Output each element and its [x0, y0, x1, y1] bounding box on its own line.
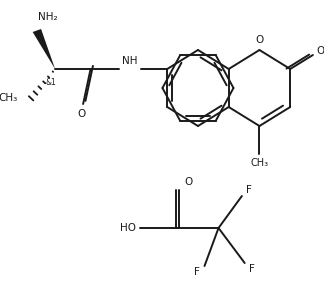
Text: O: O	[255, 35, 264, 45]
Text: O: O	[184, 177, 193, 187]
Text: O: O	[77, 109, 85, 119]
Text: F: F	[249, 264, 255, 274]
Text: NH: NH	[122, 56, 138, 66]
Text: CH₃: CH₃	[0, 93, 18, 103]
Text: F: F	[247, 185, 252, 195]
Polygon shape	[33, 29, 55, 69]
Text: O: O	[316, 46, 324, 55]
Text: &1: &1	[46, 78, 57, 87]
Text: CH₃: CH₃	[250, 158, 269, 168]
Text: F: F	[194, 267, 200, 277]
Text: NH₂: NH₂	[38, 12, 57, 22]
Text: HO: HO	[120, 223, 136, 233]
